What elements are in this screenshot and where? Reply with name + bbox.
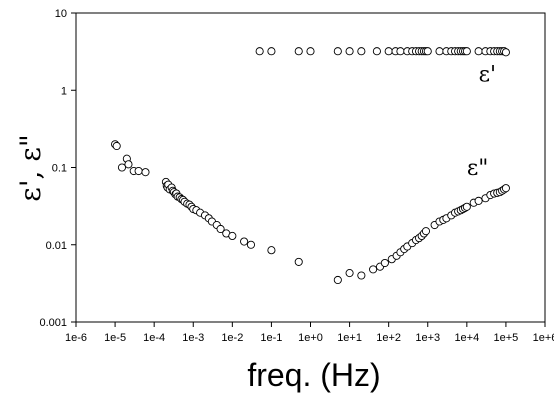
data-point: [255, 47, 264, 56]
data-point: [474, 196, 483, 205]
data-point: [345, 269, 354, 278]
x-tick-label: 1e+3: [415, 332, 440, 344]
data-point: [117, 163, 127, 172]
y-tick-label: 0.1: [52, 163, 67, 175]
data-point: [357, 271, 366, 280]
data-point: [474, 47, 483, 56]
data-point: [462, 47, 471, 56]
data-point: [396, 47, 405, 56]
x-tick-label: 1e-3: [182, 332, 204, 344]
data-point: [216, 224, 225, 234]
data-point: [357, 47, 366, 56]
data-point: [380, 258, 389, 268]
data-point: [306, 47, 315, 56]
x-axis: 1e-6 1e-5 1e-4 1e-3 1e-2 1e-1 1e+0 1e+1 1e+2 1e+3…: [65, 322, 554, 344]
data-point: [267, 47, 276, 56]
x-tick-label: 1e-4: [143, 332, 165, 344]
data-point: [435, 47, 444, 56]
y-tick-label: 0.001: [39, 317, 67, 329]
data-point: [246, 240, 256, 249]
data-point: [372, 47, 381, 56]
x-tick-label: 1e+4: [454, 332, 479, 344]
data-point: [501, 184, 510, 193]
data-point: [228, 231, 237, 240]
data-point: [141, 168, 150, 177]
data-points: [111, 47, 510, 285]
x-tick-label: 1e+1: [337, 332, 362, 344]
x-tick-label: 1e-2: [221, 332, 243, 344]
data-point: [294, 257, 303, 266]
data-point: [421, 227, 431, 236]
x-tick-label: 1e+0: [298, 332, 323, 344]
data-point: [124, 160, 133, 169]
series-eps-double-prime: [111, 140, 510, 285]
data-point: [333, 47, 342, 56]
y-tick-label: 0.01: [46, 240, 67, 252]
data-point: [501, 48, 510, 57]
data-point: [240, 237, 249, 246]
x-tick-label: 1e-5: [104, 332, 126, 344]
y-axis: 0.001 0.01 0.1 1 10: [39, 8, 76, 329]
data-point: [333, 275, 342, 285]
data-point: [384, 47, 393, 56]
x-tick-label: 1e-6: [65, 332, 87, 344]
annotations: ε' ε": [467, 62, 496, 181]
data-point: [369, 265, 378, 274]
series-annotation: ε': [479, 62, 496, 87]
data-point: [267, 246, 276, 255]
x-tick-label: 1e-1: [260, 332, 282, 344]
x-tick-label: 1e+2: [376, 332, 401, 344]
series-eps-prime: [255, 47, 510, 57]
x-tick-label: 1e+5: [494, 332, 519, 344]
data-point: [345, 47, 354, 56]
data-point: [294, 47, 303, 56]
data-point: [112, 141, 121, 151]
data-point: [423, 47, 432, 56]
y-tick-label: 1: [61, 85, 67, 97]
data-point: [134, 166, 143, 176]
x-axis-title: freq. (Hz): [247, 357, 380, 393]
y-tick-label: 10: [55, 8, 67, 20]
y-axis-title: ε', ε": [14, 134, 47, 201]
x-tick-label: 1e+6: [533, 332, 554, 344]
data-point: [462, 202, 471, 211]
series-annotation: ε": [467, 156, 489, 181]
